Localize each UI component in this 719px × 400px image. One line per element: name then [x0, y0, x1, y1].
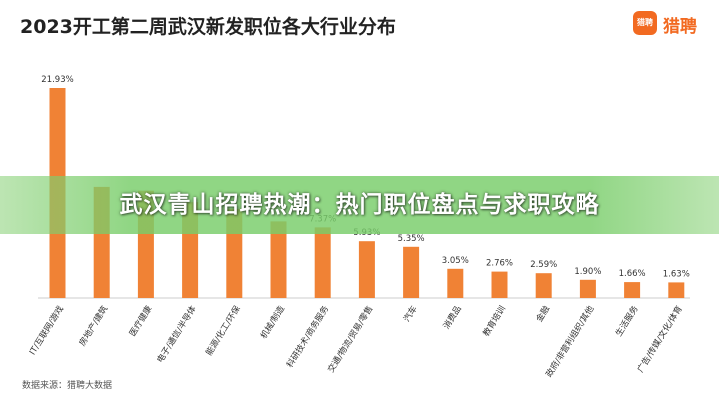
bar-value-label: 1.63% [663, 269, 690, 279]
bar [270, 221, 287, 298]
overlay-banner: 武汉青山招聘热潮：热门职位盘点与求职攻略 [0, 176, 719, 234]
bar-value-label: 1.66% [619, 269, 646, 279]
category-tick-label: 政府/非营利组织/其他 [544, 303, 597, 379]
category-tick-label: 汽车 [401, 304, 419, 324]
bar-value-label: 3.05% [442, 256, 469, 266]
category-tick-label: 生活服务 [613, 303, 641, 338]
bar [358, 241, 375, 298]
category-tick-label: IT/互联网/游戏 [27, 303, 66, 357]
category-labels: IT/互联网/游戏 房地产/建筑 医疗健康 电子/通信/半导体 能源/化工/环保 机械/制… [27, 303, 685, 379]
category-tick-label: 能源/化工/环保 [203, 303, 243, 357]
category-tick-label: 教育培训 [481, 304, 508, 339]
category-tick-label: 机械/制造 [258, 303, 287, 341]
bar [491, 271, 508, 298]
bar [447, 268, 464, 298]
bar-value-label: 21.93% [41, 75, 73, 85]
category-tick-label: 交通/物流/贸易/零售 [326, 304, 376, 375]
bar-value-label: 2.76% [486, 259, 513, 269]
bar [535, 273, 552, 298]
category-tick-label: 消费品 [441, 304, 464, 331]
liepin-badge-icon: 猎聘 [633, 11, 657, 35]
liepin-logo: 猎聘 猎聘 [633, 11, 713, 37]
bar-value-label: 5.35% [398, 234, 425, 244]
bar-value-label: 1.90% [574, 267, 601, 277]
bar [668, 282, 685, 298]
category-tick-label: 医疗健康 [127, 303, 155, 338]
category-tick-label: 电子/通信/半导体 [155, 303, 199, 365]
overlay-banner-text: 武汉青山招聘热潮：热门职位盘点与求职攻略 [119, 192, 600, 218]
category-tick-label: 科研技术/商务服务 [284, 303, 331, 369]
data-source-note: 数据来源：猎聘大数据 [22, 381, 113, 391]
bar-value-label: 2.59% [530, 260, 557, 270]
category-tick-label: 广告/传媒/文化/体育 [635, 304, 685, 375]
category-tick-label: 房地产/建筑 [77, 303, 111, 348]
liepin-logo-text: 猎聘 [663, 17, 697, 37]
bar [314, 227, 331, 298]
chart-title: 2023开工第二周武汉新发职位各大行业分布 [20, 16, 396, 38]
bar [403, 246, 420, 298]
bar [579, 279, 596, 298]
bar [624, 282, 641, 298]
category-tick-label: 金融 [534, 303, 553, 324]
